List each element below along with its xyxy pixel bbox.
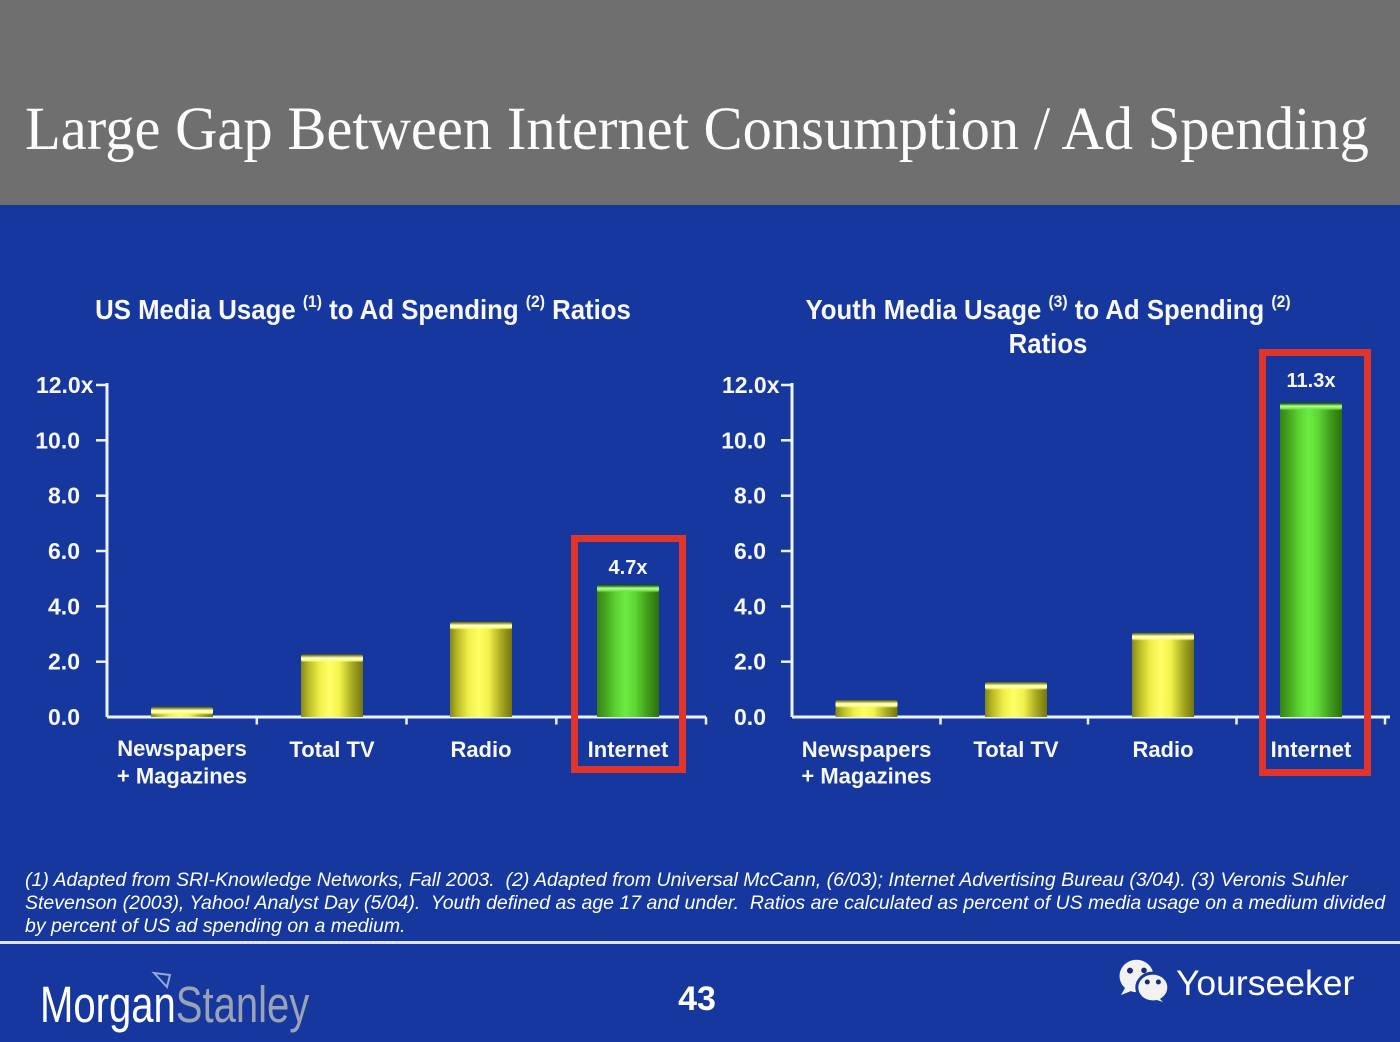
svg-text:12.0x: 12.0x xyxy=(36,372,94,398)
svg-text:Youth Media Usage (3) to Ad Sp: Youth Media Usage (3) to Ad Spending (2) xyxy=(805,292,1290,325)
svg-text:0.0: 0.0 xyxy=(48,704,80,730)
svg-text:Radio: Radio xyxy=(1132,737,1193,762)
svg-text:+ Magazines: + Magazines xyxy=(117,764,247,789)
svg-text:4.0: 4.0 xyxy=(48,593,80,619)
svg-text:Internet: Internet xyxy=(1271,737,1352,762)
svg-text:4.0: 4.0 xyxy=(734,593,766,619)
svg-text:Ratios: Ratios xyxy=(1009,328,1088,359)
svg-text:Radio: Radio xyxy=(450,737,511,762)
svg-text:8.0: 8.0 xyxy=(48,483,80,509)
svg-text:6.0: 6.0 xyxy=(734,538,766,564)
svg-text:Newspapers: Newspapers xyxy=(802,737,932,762)
svg-text:US Media Usage (1) to Ad Spend: US Media Usage (1) to Ad Spending (2) Ra… xyxy=(95,292,631,325)
svg-text:Total TV: Total TV xyxy=(289,737,374,762)
svg-text:8.0: 8.0 xyxy=(734,483,766,509)
svg-text:4.7x: 4.7x xyxy=(609,557,648,579)
svg-text:2.0: 2.0 xyxy=(734,649,766,675)
svg-text:+ Magazines: + Magazines xyxy=(801,764,931,789)
svg-text:2.0: 2.0 xyxy=(48,649,80,675)
svg-text:Newspapers: Newspapers xyxy=(117,736,247,761)
svg-text:Internet: Internet xyxy=(588,737,669,762)
svg-text:0.0: 0.0 xyxy=(734,704,766,730)
svg-text:12.0x: 12.0x xyxy=(722,372,780,398)
svg-text:10.0: 10.0 xyxy=(721,427,766,453)
svg-text:6.0: 6.0 xyxy=(48,538,80,564)
svg-text:11.3x: 11.3x xyxy=(1287,370,1336,392)
svg-text:10.0: 10.0 xyxy=(35,427,80,453)
svg-text:Total TV: Total TV xyxy=(973,737,1058,762)
